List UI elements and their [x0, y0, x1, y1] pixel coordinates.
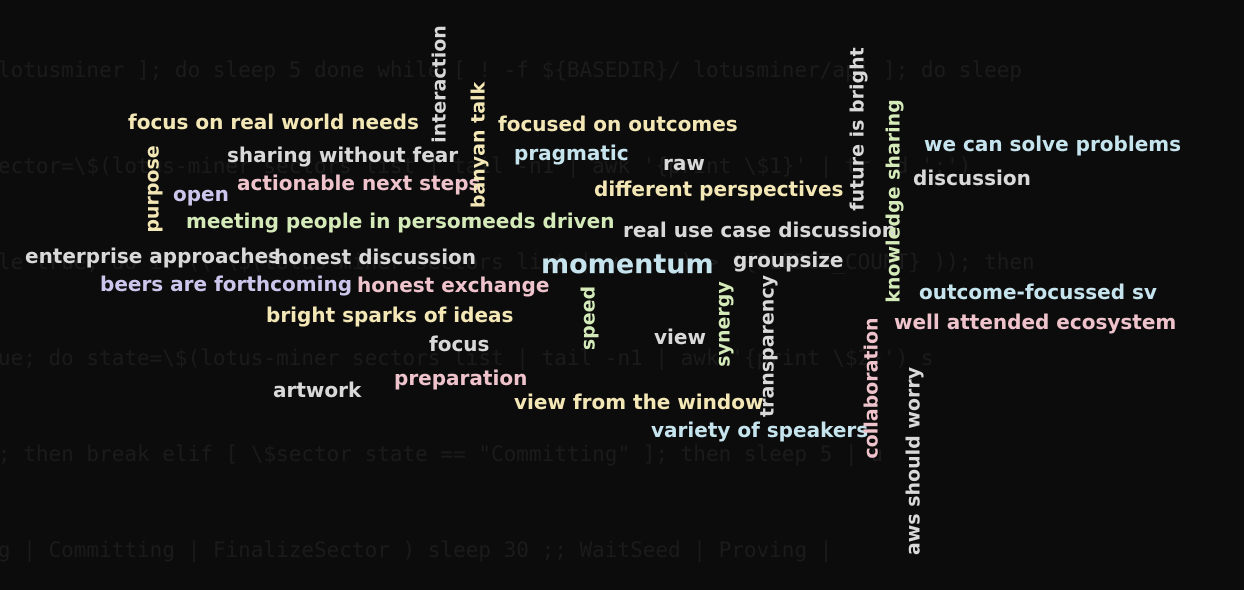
- word-open: open: [173, 182, 229, 206]
- word-preparation: preparation: [394, 366, 528, 390]
- code-line: }/ lotusminer ]; do sleep 5 done while […: [0, 58, 1023, 82]
- word-synergy: synergy: [712, 281, 735, 367]
- word-interaction: interaction: [428, 25, 451, 143]
- word-real-use-case-discussion: real use case discussion: [623, 218, 897, 242]
- word-different-perspectives: different perspectives: [594, 177, 844, 201]
- word-variety-of-speakers: variety of speakers: [651, 418, 869, 442]
- word-banyan-talk: banyan talk: [467, 81, 490, 209]
- word-purpose: purpose: [141, 145, 164, 233]
- word-future-is-bright: future is bright: [846, 47, 869, 211]
- code-line: sector=\$(lotus-miner sectors list | tai…: [0, 154, 972, 178]
- word-we-can-solve-problems: we can solve problems: [924, 132, 1182, 156]
- word-honest-exchange: honest exchange: [357, 273, 550, 297]
- word-meeting-people-in-person: meeting people in person: [186, 209, 475, 233]
- word-collaboration: collaboration: [860, 317, 883, 459]
- word-well-attended-ecosystem: well attended ecosystem: [894, 310, 1177, 334]
- word-focused-on-outcomes: focused on outcomes: [498, 112, 738, 136]
- word-actionable-next-steps: actionable next steps: [237, 171, 481, 195]
- code-line: ]; then break elif [ \$sector state == "…: [0, 442, 883, 466]
- code-line: ting | Committing | FinalizeSector ) sle…: [0, 538, 833, 562]
- word-outcome-focussed-sv: outcome-focussed sv: [919, 280, 1157, 304]
- word-needs-driven: needs driven: [468, 209, 615, 233]
- word-bright-sparks-of-ideas: bright sparks of ideas: [266, 303, 514, 327]
- word-artwork: artwork: [273, 378, 362, 402]
- word-beers-are-forthcoming: beers are forthcoming: [100, 272, 353, 296]
- word-discussion: discussion: [913, 166, 1031, 190]
- word-view-from-the-window: view from the window: [514, 390, 764, 414]
- word-speed: speed: [577, 285, 600, 351]
- word-momentum: momentum: [541, 249, 714, 280]
- word-cloud: focus on real world needs focused on out…: [25, 25, 1182, 556]
- word-focus-on-real-world-needs: focus on real world needs: [128, 110, 419, 134]
- word-aws-should-worry: aws should worry: [902, 366, 925, 556]
- word-sharing-without-fear: sharing without fear: [227, 143, 459, 167]
- word-groupsize: groupsize: [733, 248, 844, 272]
- code-line: true; do state=\$(lotus-miner sectors li…: [0, 346, 934, 370]
- code-line: while true; do if (( \$(lotus-miner sect…: [0, 250, 1035, 274]
- word-knowledge-sharing: knowledge sharing: [882, 99, 905, 303]
- word-enterprise-approaches: enterprise approaches: [25, 244, 281, 268]
- word-honest-discussion: honest discussion: [274, 245, 477, 269]
- word-raw: raw: [663, 151, 705, 175]
- word-pragmatic: pragmatic: [514, 141, 629, 165]
- word-transparency: transparency: [756, 275, 779, 417]
- word-focus: focus: [429, 332, 490, 356]
- word-view: view: [654, 325, 706, 349]
